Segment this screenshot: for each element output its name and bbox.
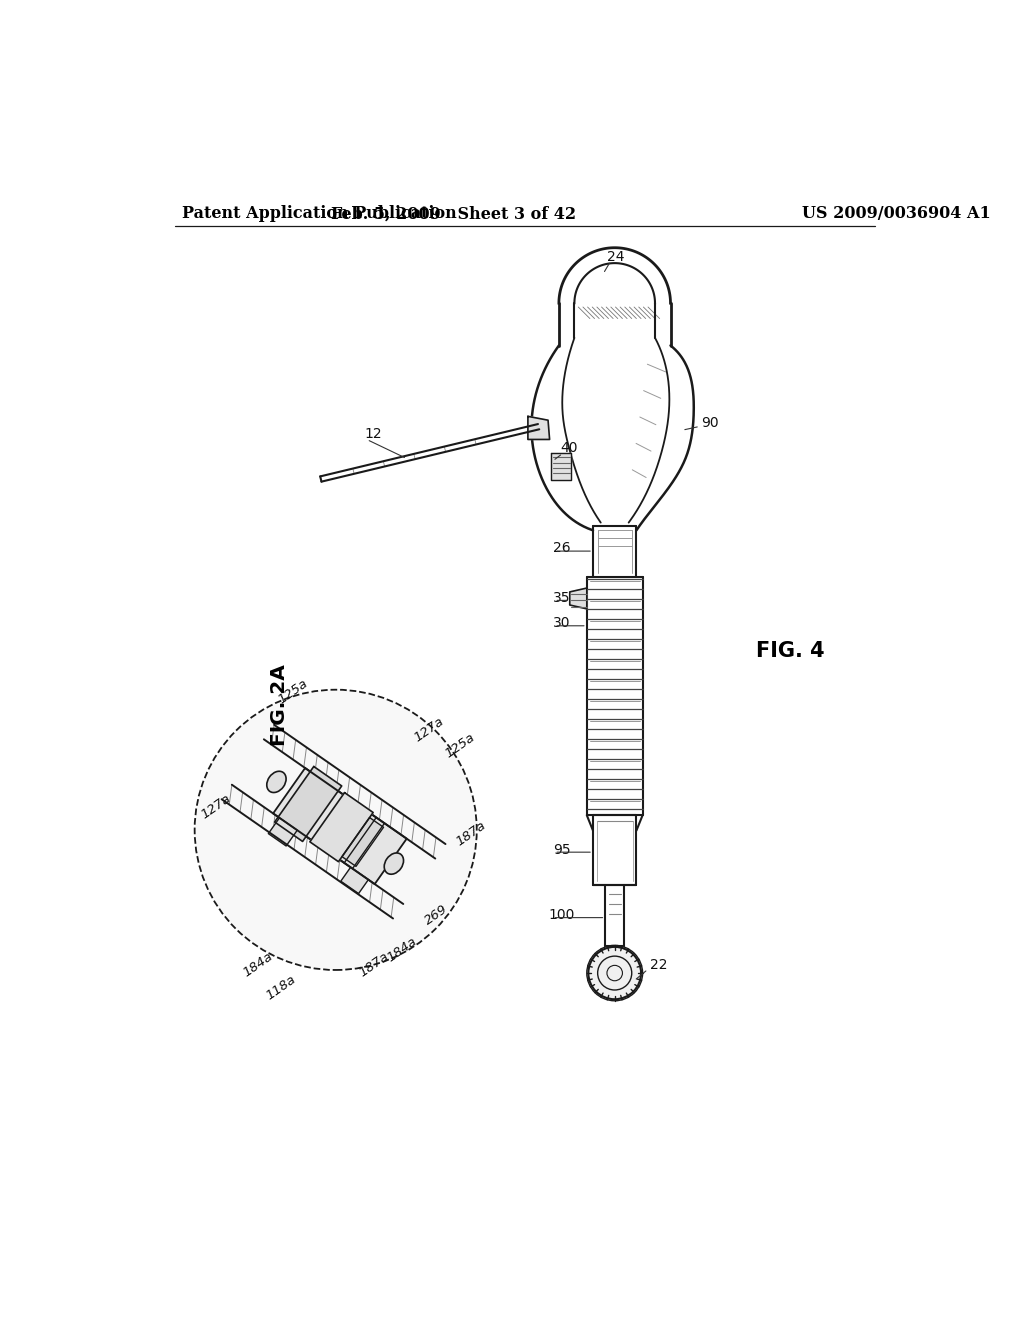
Text: Feb. 5, 2009   Sheet 3 of 42: Feb. 5, 2009 Sheet 3 of 42: [331, 206, 577, 222]
Text: 100: 100: [549, 908, 575, 923]
Circle shape: [589, 946, 641, 999]
Text: 118a: 118a: [264, 973, 299, 1003]
Text: 40: 40: [560, 441, 578, 455]
Polygon shape: [341, 867, 369, 894]
Text: FIG. 2A: FIG. 2A: [269, 664, 289, 746]
Text: 12: 12: [365, 428, 382, 441]
Polygon shape: [274, 767, 342, 841]
Text: 184a: 184a: [384, 935, 419, 964]
Polygon shape: [268, 818, 297, 846]
Polygon shape: [310, 792, 373, 862]
Text: 125a: 125a: [275, 676, 310, 706]
Polygon shape: [551, 453, 571, 480]
Text: 95: 95: [553, 843, 570, 857]
Text: US 2009/0036904 A1: US 2009/0036904 A1: [802, 206, 991, 222]
Text: Patent Application Publication: Patent Application Publication: [182, 206, 457, 222]
Text: 90: 90: [701, 416, 719, 429]
Ellipse shape: [384, 853, 403, 874]
Text: 22: 22: [649, 958, 667, 973]
Polygon shape: [569, 589, 587, 609]
Polygon shape: [273, 768, 407, 884]
Circle shape: [195, 689, 477, 970]
Text: 35: 35: [553, 591, 570, 605]
Text: 269: 269: [423, 902, 451, 927]
Ellipse shape: [267, 771, 286, 792]
Text: 127a: 127a: [412, 715, 446, 744]
Text: 125a: 125a: [442, 730, 477, 760]
Text: 127a: 127a: [199, 792, 232, 821]
Text: 24: 24: [607, 249, 625, 264]
Text: 187a: 187a: [357, 949, 392, 979]
Text: FIG. 4: FIG. 4: [756, 642, 824, 661]
Text: 30: 30: [553, 615, 570, 630]
Text: 187a: 187a: [454, 818, 488, 849]
Text: 184a: 184a: [241, 949, 275, 979]
Polygon shape: [528, 416, 550, 440]
Polygon shape: [342, 817, 384, 866]
Text: 26: 26: [553, 541, 570, 554]
